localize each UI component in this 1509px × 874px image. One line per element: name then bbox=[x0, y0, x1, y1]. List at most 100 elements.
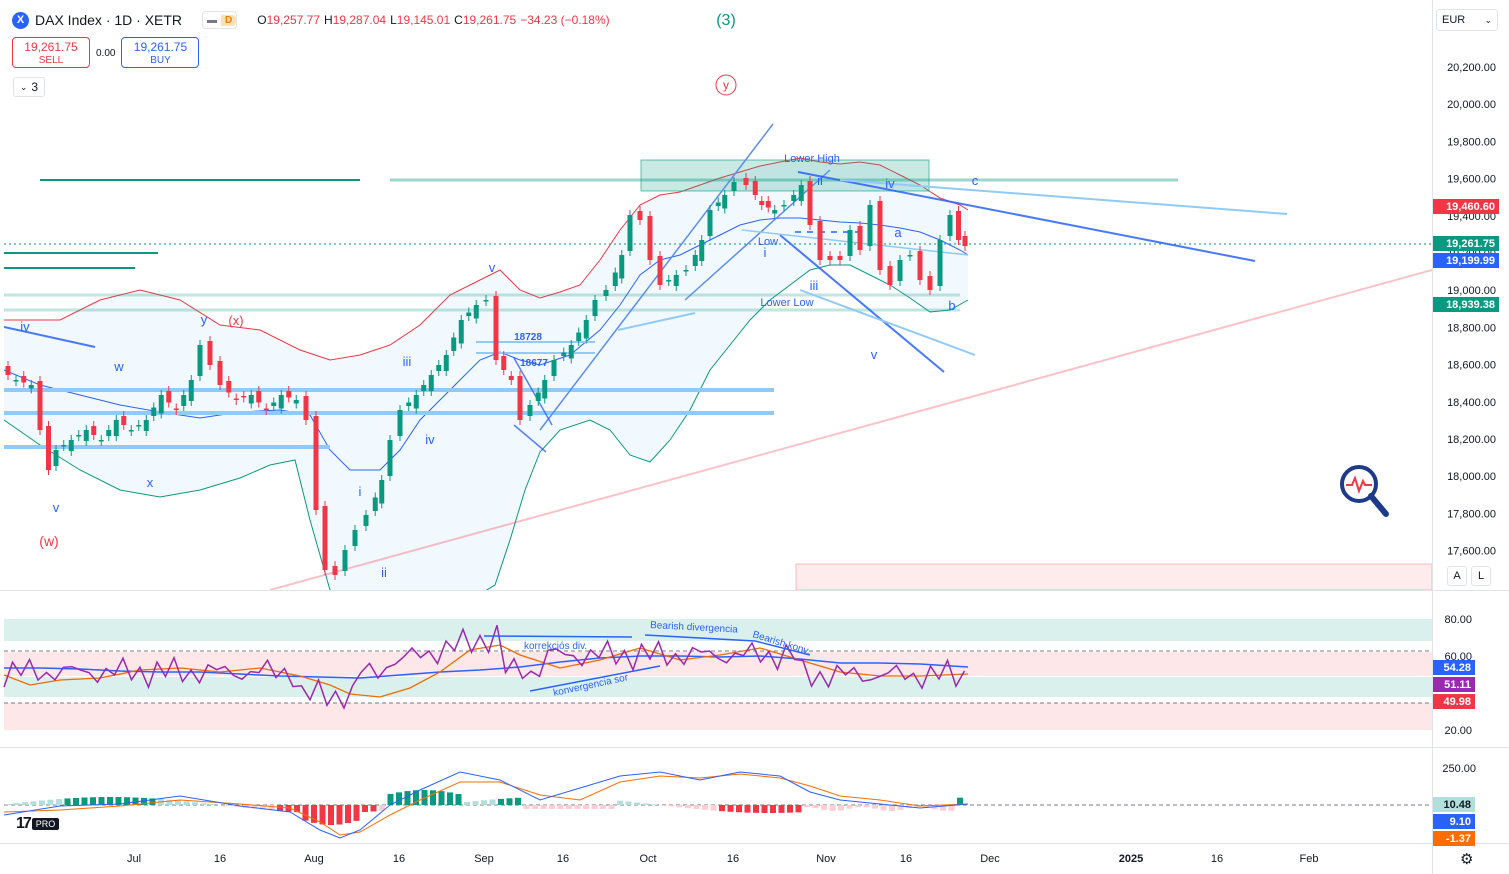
candle-body bbox=[956, 211, 961, 240]
candle-body bbox=[197, 345, 203, 376]
wave-label-iii: iii bbox=[403, 354, 412, 369]
macd-bar bbox=[846, 805, 853, 809]
price-axis-label: 20,200.00 bbox=[1447, 62, 1496, 74]
trend-line-light[interactable] bbox=[741, 229, 969, 256]
macd-bar bbox=[56, 799, 62, 805]
log-scale-button[interactable]: L bbox=[1471, 566, 1491, 586]
channel-line-upper[interactable] bbox=[539, 123, 774, 431]
macd-bar bbox=[889, 805, 895, 811]
macd-bar bbox=[710, 805, 717, 811]
macd-bar bbox=[226, 805, 232, 807]
flag-line[interactable] bbox=[513, 357, 553, 426]
candle-body bbox=[673, 275, 679, 286]
symbol-header[interactable]: X DAX Index · 1D · XETR ▬ D O19,257.77 H… bbox=[12, 8, 610, 32]
macd-bar bbox=[625, 801, 632, 805]
macd-axis-label: 250.00 bbox=[1442, 763, 1476, 775]
gear-icon[interactable]: ⚙ bbox=[1460, 851, 1474, 868]
trend-line-down[interactable] bbox=[779, 234, 945, 373]
macd-bar bbox=[13, 803, 20, 805]
ohlc-open-label: O bbox=[257, 13, 267, 27]
price-badge: 18,939.38 bbox=[1433, 297, 1499, 312]
macd-bar bbox=[829, 805, 836, 811]
indicators-toggle-button[interactable]: ⌄ 3 bbox=[13, 77, 45, 97]
rsi-pane[interactable]: korrekciós div. Bearish divergencia Bear… bbox=[3, 619, 1432, 730]
rsi-badge-value: 51.11 bbox=[1444, 679, 1471, 691]
flag-line[interactable] bbox=[513, 424, 547, 453]
currency-select[interactable]: EUR ⌄ bbox=[1436, 9, 1498, 31]
div-line[interactable] bbox=[754, 640, 811, 656]
time-axis-label: Dec bbox=[980, 853, 1000, 865]
macd-bar bbox=[855, 805, 861, 808]
price-axis-label: 18,200.00 bbox=[1447, 434, 1496, 446]
spread-value: 0.00 bbox=[96, 48, 116, 59]
candle-body bbox=[807, 181, 813, 225]
main-pane[interactable] bbox=[4, 123, 1432, 600]
macd-bar bbox=[192, 802, 198, 805]
time-axis-label: 16 bbox=[557, 853, 569, 865]
rsi-zone-green-top bbox=[4, 619, 1432, 641]
wave-label-y: y bbox=[723, 78, 729, 92]
macd-bar bbox=[515, 797, 521, 805]
macd-axis[interactable]: 250.00 bbox=[1442, 763, 1476, 775]
candle-body bbox=[91, 426, 97, 435]
macd-bar bbox=[617, 800, 623, 805]
macd-bar bbox=[5, 804, 11, 805]
trend-line-left[interactable] bbox=[4, 326, 96, 348]
trend-line-light[interactable] bbox=[839, 179, 1288, 215]
candle-body bbox=[765, 201, 771, 208]
div-line[interactable] bbox=[644, 634, 756, 642]
magnifier-pulse-icon[interactable] bbox=[1338, 463, 1390, 524]
time-axis[interactable]: Jul 16 Aug 16 Sep 16 Oct 16 Nov 16 Dec 2025 16 Feb bbox=[127, 853, 1319, 865]
logo-pro-badge: PRO bbox=[31, 818, 60, 830]
auto-scale-button[interactable]: A bbox=[1447, 566, 1467, 586]
chevron-down-icon: ⌄ bbox=[1484, 14, 1492, 25]
rsi-badge: 54.28 bbox=[1433, 660, 1475, 675]
candle-body bbox=[217, 361, 223, 385]
candle-body bbox=[576, 332, 582, 341]
rsi-badges: 54.28 51.11 49.98 bbox=[1433, 660, 1475, 709]
trend-line-light[interactable] bbox=[799, 289, 976, 356]
resistance-box[interactable] bbox=[640, 159, 930, 192]
channel-line-lower[interactable] bbox=[684, 169, 831, 301]
macd-badge: -1.37 bbox=[1433, 831, 1475, 846]
trend-line-support-red[interactable] bbox=[269, 269, 1432, 590]
symbol-title[interactable]: DAX Index · 1D · XETR bbox=[35, 12, 183, 28]
macd-bar bbox=[294, 805, 300, 813]
buy-button[interactable]: 19,261.75 BUY bbox=[121, 37, 200, 68]
macd-pane[interactable] bbox=[3, 771, 1432, 839]
macd-bar bbox=[744, 805, 751, 813]
market-status-badge: D bbox=[221, 14, 237, 26]
macd-bar bbox=[719, 805, 725, 812]
rsi-axis-label: 20.00 bbox=[1444, 725, 1472, 737]
trend-line-resistance[interactable] bbox=[797, 171, 1256, 262]
candle-body bbox=[612, 272, 618, 286]
candle-body bbox=[313, 416, 319, 510]
candle-body bbox=[278, 395, 284, 409]
candle-body bbox=[113, 420, 119, 436]
rsi-badge: 49.98 bbox=[1433, 694, 1475, 709]
candles bbox=[5, 173, 968, 580]
ohlc-close-label: C bbox=[454, 13, 463, 27]
bollinger-upper bbox=[4, 157, 969, 361]
zone-box-red[interactable] bbox=[795, 563, 1432, 590]
time-axis-label: Oct bbox=[639, 853, 656, 865]
market-status[interactable]: ▬ D bbox=[202, 11, 238, 29]
macd-bar bbox=[787, 805, 793, 813]
price-axis-label: 18,600.00 bbox=[1447, 360, 1496, 372]
candle-body bbox=[83, 430, 89, 441]
macd-bar bbox=[812, 805, 819, 809]
candle-body bbox=[37, 381, 43, 430]
candle-body bbox=[458, 320, 464, 344]
candle-body bbox=[322, 506, 328, 570]
macd-bar bbox=[549, 805, 555, 809]
div-line[interactable] bbox=[483, 635, 633, 638]
macd-bar bbox=[39, 800, 45, 805]
trend-line-light[interactable] bbox=[617, 312, 696, 331]
wave-label-i: i bbox=[764, 245, 767, 260]
macd-bar bbox=[430, 790, 436, 805]
wave-label-ii: ii bbox=[817, 173, 823, 188]
sell-button[interactable]: 19,261.75 SELL bbox=[12, 37, 90, 68]
div-line[interactable] bbox=[529, 665, 661, 692]
candle-body bbox=[527, 405, 533, 416]
